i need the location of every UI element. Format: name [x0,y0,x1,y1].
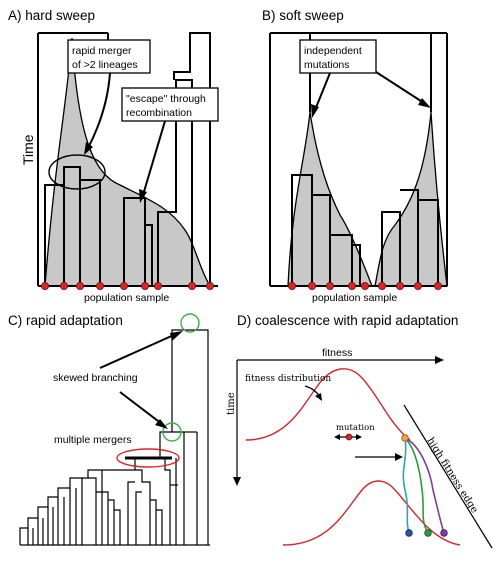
panel-a-arrowhead-merger [84,142,93,155]
panel-d-lineage-pointer-head [395,453,403,461]
panel-a-arrow-escape [142,120,166,196]
panel-b-arrow-right [375,71,425,104]
panel-b-sample-dots [287,281,442,290]
panel-c-green-circle-upper [180,313,200,333]
panel-d-sample-dot-purple [440,529,448,537]
panel-d-common-ancestor-dot [401,434,409,442]
panel-d-high-fitness-edge-line [403,404,493,549]
panel-a-title: A) hard sweep [8,8,95,23]
panel-d-lineage-green [404,437,429,534]
panel-c-arrow-upper [99,333,177,369]
panel-b-sweep-right [374,111,448,287]
panel-d-title: D) coalescence with rapid adaptation [237,313,458,328]
panel-c: C) rapid adaptation [8,313,210,546]
panel-c-arrowhead-upper [170,331,183,341]
panel-b-arrowhead-left [311,104,319,118]
panel-d-mutation-arrowhead-right [356,434,362,440]
panel-a-tree [44,166,153,286]
panel-a-annotation-merger-line2: of >2 lineages [72,59,138,71]
panel-c-multiple-merger-ellipse [116,448,180,468]
panel-d-high-fitness-edge-label: high fitness edge [424,436,479,515]
panel-c-arrow-lower [119,391,163,425]
panel-a-annotation-escape-line2: recombination [126,107,192,119]
panel-a-arrow-merger [87,72,111,149]
panel-a-merger-ellipse [48,154,106,190]
panel-d-lineage-purple [404,437,445,534]
panel-c-multiple-mergers-label: multiple mergers [54,434,132,446]
panel-b-x-label: population sample [312,292,397,304]
panel-b: B) soft sweep [262,8,448,304]
panel-c-arrowhead-lower [155,419,168,429]
panel-a-annotation-escape-box [121,87,219,122]
panel-b-arrow-left [314,72,331,111]
panel-d-mutation-dot [345,433,353,441]
panel-b-arrowhead-right [418,98,431,108]
panel-c-green-circle-lower [162,422,182,442]
panel-d-fitness-arrowhead [435,356,444,364]
panel-a-x-label: population sample [84,292,169,304]
panel-d-time-label: time [226,392,237,415]
panel-b-title: B) soft sweep [262,8,344,23]
panel-a: A) hard sweep Time [8,8,219,304]
panel-d-fitness-label: fitness [322,347,352,359]
panel-d-mutation-label: mutation [336,423,375,433]
panel-c-skewed-branching-label: skewed branching [53,372,138,384]
panel-d: D) coalescence with rapid adaptation fit… [226,313,493,549]
panel-d-time-arrowhead [233,477,241,486]
panel-a-sweep-region [44,37,212,287]
panel-b-annotation-line1: independent [304,45,362,57]
panel-c-tree-bush [19,458,210,546]
panel-b-annotation-box [299,39,377,74]
panel-d-mutation-arrowhead-left [334,434,340,440]
panel-d-upper-fitness-curve [245,368,411,441]
panel-a-sample-dots [41,281,214,290]
panel-a-arrowhead-escape [139,189,147,203]
panel-c-title: C) rapid adaptation [8,313,123,328]
panel-d-distribution-label: fitness distribution [245,374,331,384]
panel-d-sample-dot-blue [405,529,413,537]
panel-b-tree-left [291,174,361,286]
panel-d-lineage-teal [402,437,410,534]
panel-a-time-axis-label: Time [20,134,36,165]
panel-b-annotation-line2: mutations [304,59,350,71]
panel-c-tree-backbone [125,329,209,545]
panel-d-sample-dot-green [424,529,432,537]
panel-a-annotation-merger-line1: rapid merger [72,45,132,57]
panel-a-annotation-escape-line1: "escape" through [126,93,206,105]
panel-d-distribution-pointer-head [315,393,322,401]
panel-b-tree-right [381,189,439,286]
